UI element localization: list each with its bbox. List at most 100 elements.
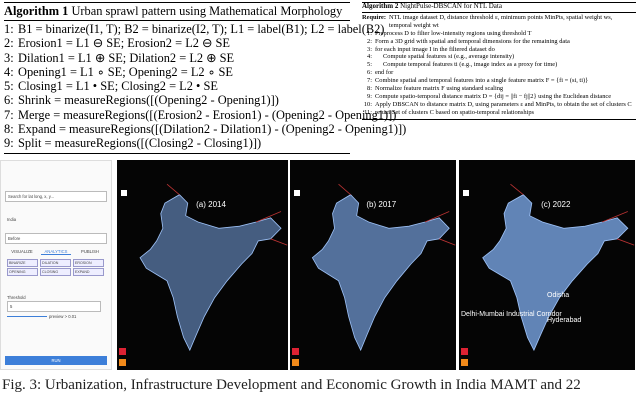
search-box[interactable]: Search for lat long, x, y... [5,191,107,202]
line-text: end for [375,69,394,77]
threshold-input[interactable]: 5 [7,301,101,312]
algorithm-line: 8: Expand = measureRegions([(Dilation2 - … [4,122,406,136]
algorithm-line: 7: Combine spatial and temporal features … [362,77,636,85]
line-text: Compute temporal features ti (e.g., imag… [383,61,558,69]
algorithm-line: 4: Opening1 = L1 ∘ SE; Opening2 = L2 ∘ SE [4,65,350,79]
legend-swatch [292,359,299,366]
algorithm-header: Algorithm 2 NightPulse-DBSCAN for NTL Da… [362,2,636,13]
legend-swatch [461,359,468,366]
line-number: 2: [367,37,372,45]
line-text: Form a 3D grid with spatial and temporal… [375,37,570,45]
algorithm-line: Require: NTL image dataset D, distance th… [362,14,636,30]
algorithm-line: 6: end for [362,69,636,77]
op-chip[interactable]: DILATION [40,259,71,267]
algorithm-line: 2: Form a 3D grid with spatial and tempor… [362,38,636,46]
layer-select[interactable]: Before [5,233,107,244]
algorithm-title: NightPulse-DBSCAN for NTL Data [400,2,502,10]
map-annotation: Odisha [547,292,569,299]
line-text: Shrink = measureRegions([(Opening2 - Ope… [18,93,279,108]
india-outline [482,194,629,352]
algorithm-line: 11: return Set of clusters C based on spa… [362,109,636,117]
map-panel: (a) 2014 [117,160,288,370]
line-text: Preprocess D to filter low-intensity reg… [375,29,532,37]
checkbox [463,190,469,196]
line-number: 11: [364,108,372,116]
op-chip[interactable]: EXPAND [73,268,104,276]
op-chip[interactable]: BINARIZE [7,259,38,267]
algorithm-line: 5: Compute temporal features ti (e.g., im… [362,61,636,69]
map-annotation: Delhi-Mumbai Industrial Corridor [461,311,562,318]
line-text: Split = measureRegions([(Closing2 - Clos… [18,136,262,151]
algorithm-line: 7: Merge = measureRegions([(Erosion2 - Er… [4,107,396,122]
map-panel: (c) 2022 Odisha Delhi-Mumbai Industrial Co… [459,160,635,370]
line-text: for each input image I in the filtered d… [375,45,495,53]
algorithm-line: 9: Split = measureRegions([(Closing2 - Cl… [4,136,350,150]
line-number: 9: [367,92,372,100]
india-outline [139,194,282,352]
tab[interactable]: PUBLISH [81,249,99,254]
line-number: 5: [367,61,372,69]
caption: Fig. 3: Urbanization, Infrastructure Dev… [2,377,581,393]
line-number: 6: [4,93,14,108]
map-label: (b) 2017 [366,200,396,209]
legend-swatch [119,359,126,366]
line-number: 1: [367,29,372,37]
line-text: Normalize feature matrix F using standar… [375,85,504,93]
algorithm-line: 10: Apply DBSCAN to distance matrix D, us… [362,101,636,109]
line-text: Expand = measureRegions([(Dilation2 - Di… [18,122,407,137]
algorithm-line: 3: Dilation1 = L1 ⊕ SE; Dilation2 = L2 ⊕ … [4,51,350,65]
algorithm-line: 5: Closing1 = L1 • SE; Closing2 = L2 • SE [4,79,350,93]
op-chip[interactable]: EROSION [73,259,104,267]
line-number: 10: [363,100,372,108]
algorithm-line: 1: B1 = binarize(I1, T); B2 = binarize(I2… [4,22,384,36]
line-number: 4: [367,53,372,61]
algorithm-line: 8: Normalize feature matrix F using stand… [362,85,636,93]
algorithm-line: 6: Shrink = measureRegions([(Opening2 - O… [4,93,350,107]
line-text: return Set of clusters C based on spatio… [375,108,535,116]
run-button[interactable]: RUN [5,356,107,365]
line-number: 8: [367,85,372,93]
tab[interactable]: VISUALIZE [11,249,33,254]
map-label: (c) 2022 [541,200,571,209]
map-shape [139,183,288,352]
border-line [338,183,456,246]
map-panel: (b) 2017 [290,160,456,370]
line-number: 7: [4,107,14,122]
country: India [7,217,17,222]
line-text: B1 = binarize(I1, T); B2 = binarize(I2, … [18,22,385,36]
op-chip[interactable]: OPENING [7,268,38,276]
line-text: Compute spatio-temporal distance matrix … [375,92,612,100]
preview-toggle[interactable]: preview > 0.01 [49,314,77,319]
algorithm-line: 3: for each input image I in the filtered… [362,46,636,54]
slider[interactable] [7,316,47,318]
line-number: 1: [4,22,14,36]
op-chip[interactable]: CLOSING [40,268,71,276]
line-text: Apply DBSCAN to distance matrix D, using… [375,100,632,108]
line-number: 2: [4,36,14,51]
line-number: 3: [367,45,372,53]
checkbox [294,190,300,196]
algorithm-2: Algorithm 2 NightPulse-DBSCAN for NTL Da… [362,2,636,120]
line-number: 7: [367,77,372,85]
algorithm-line: 2: Erosion1 = L1 ⊖ SE; Erosion2 = L2 ⊖ SE [4,36,350,50]
line-text: Merge = measureRegions([(Erosion2 - Eros… [18,107,397,122]
line-text: NTL image dataset D, distance threshold … [389,13,613,29]
border-line [166,183,288,246]
checkbox [121,190,127,196]
threshold-label: Threshold [7,295,26,300]
map-shape [311,183,456,352]
control-panel: Search for lat long, x, y... India Befor… [0,160,112,370]
tab[interactable]: ANALYTICS [41,249,71,255]
legend-swatch [292,348,299,355]
india-outline [311,194,450,352]
line-text: Dilation1 = L1 ⊕ SE; Dilation2 = L2 ⊕ SE [18,50,235,65]
line-text: Compute spatial features si (e.g., avera… [383,53,515,61]
line-number: 4: [4,64,14,79]
line-number: 5: [4,79,14,94]
map-annotation: Hyderabad [547,317,581,324]
algorithm-line: 4: Compute spatial features si (e.g., ave… [362,53,636,61]
line-text: Combine spatial and temporal features in… [375,77,589,85]
line-number: 3: [4,50,14,65]
algorithm-title: Urban sprawl pattern using Mathematical … [71,4,343,18]
